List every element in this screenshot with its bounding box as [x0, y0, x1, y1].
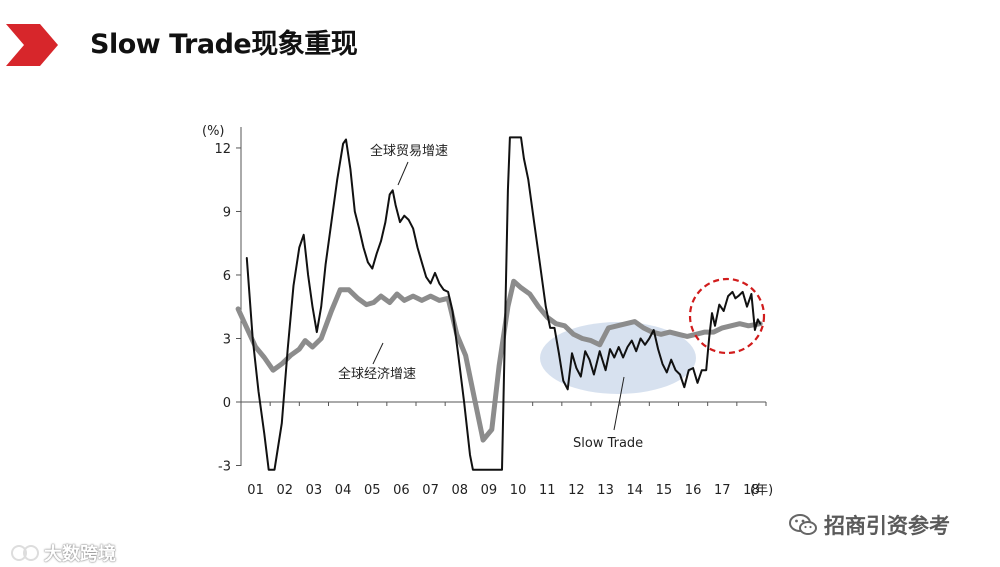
slide-title: Slow Trade现象重现: [90, 29, 358, 60]
x-tick-label: 05: [364, 483, 381, 498]
x-tick-label: 16: [685, 483, 702, 498]
trade-series-label: 全球贸易增速: [370, 143, 448, 159]
y-tick-label: 9: [223, 205, 231, 220]
watermark-right-text: 招商引资参考: [824, 514, 950, 538]
x-tick-label: 03: [306, 483, 323, 498]
x-tick-label: 18: [743, 483, 760, 498]
x-unit-label: (年): [750, 483, 773, 498]
x-tick-label: 02: [276, 483, 293, 498]
highlight-circle: [688, 277, 766, 355]
economy-label-pointer: [372, 342, 384, 365]
x-tick-label: 10: [510, 483, 527, 498]
trade-line: [245, 136, 762, 471]
trade-label-pointer: [397, 161, 409, 186]
x-tick-label: 06: [393, 483, 410, 498]
x-tick-label: 13: [597, 483, 614, 498]
chart-axes: [236, 127, 767, 467]
title-chevron-icon: [6, 24, 58, 66]
x-tick-label: 15: [656, 483, 673, 498]
y-tick-label: 3: [223, 332, 231, 347]
x-tick-label: 17: [714, 483, 731, 498]
economy-series-label: 全球经济增速: [338, 366, 416, 382]
watermark-right: 招商引资参考: [788, 510, 950, 540]
economy-line: [235, 278, 763, 443]
y-unit-label: (%): [202, 124, 225, 139]
y-tick-label: -3: [218, 460, 231, 475]
x-tick-label: 04: [335, 483, 352, 498]
y-tick-label: 12: [214, 142, 231, 157]
brand-logo-icon: [11, 545, 39, 561]
x-tick-label: 07: [422, 483, 439, 498]
wechat-icon: [789, 514, 817, 535]
slow-trade-label-pointer: [613, 376, 625, 431]
x-tick-label: 12: [568, 483, 585, 498]
y-tick-label: 6: [223, 269, 231, 284]
x-tick-label: 01: [247, 483, 264, 498]
x-tick-label: 08: [451, 483, 468, 498]
y-tick-label: 0: [223, 396, 231, 411]
x-tick-label: 14: [626, 483, 643, 498]
x-tick-label: 09: [481, 483, 498, 498]
watermark-left-text: 大数跨境: [44, 544, 116, 565]
watermark-left: 大数跨境: [10, 540, 116, 566]
slow-trade-label: Slow Trade: [573, 436, 643, 451]
x-tick-label: 11: [539, 483, 556, 498]
